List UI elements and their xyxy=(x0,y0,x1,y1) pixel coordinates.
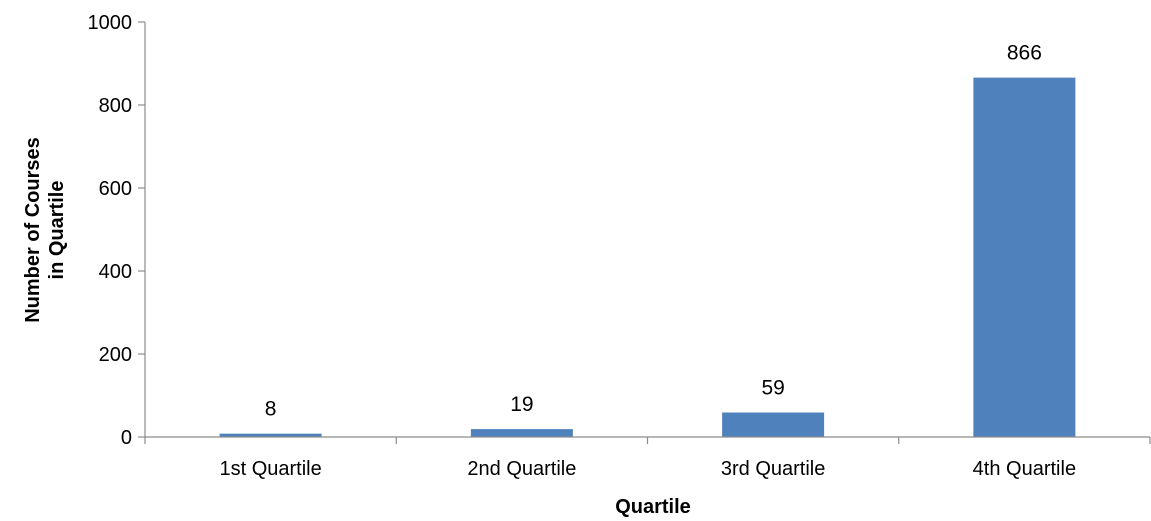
bar-data-label: 866 xyxy=(1007,42,1042,65)
y-tick-label: 200 xyxy=(99,344,132,366)
x-tick-label: 4th Quartile xyxy=(973,458,1076,480)
bar xyxy=(973,77,1076,438)
y-axis: 0 200 400 600 800 1000 xyxy=(88,12,146,449)
y-axis-title: Number of Courses in Quartile xyxy=(22,137,68,323)
bar xyxy=(219,433,322,437)
y-axis-title-line-1: Number of Courses xyxy=(22,137,44,323)
y-tick-label: 0 xyxy=(121,427,132,449)
y-tick-label: 600 xyxy=(99,178,132,200)
bar-series: 8 19 59 866 xyxy=(219,42,1076,438)
y-tick-label: 400 xyxy=(99,261,132,283)
y-tick-label: 800 xyxy=(99,95,132,117)
bar xyxy=(722,412,825,437)
bar xyxy=(470,429,573,437)
x-axis-title: Quartile xyxy=(615,496,691,518)
x-tick-label: 3rd Quartile xyxy=(721,458,826,480)
x-tick-label: 2nd Quartile xyxy=(467,458,576,480)
bar-data-label: 8 xyxy=(265,398,277,421)
x-axis: 1st Quartile 2nd Quartile 3rd Quartile 4th … xyxy=(144,436,1151,480)
x-tick-label: 1st Quartile xyxy=(219,458,321,480)
bar-data-label: 19 xyxy=(510,393,533,416)
bar-data-label: 59 xyxy=(761,377,784,400)
y-tick-label: 1000 xyxy=(88,12,133,34)
y-axis-title-line-2: in Quartile xyxy=(46,181,68,280)
